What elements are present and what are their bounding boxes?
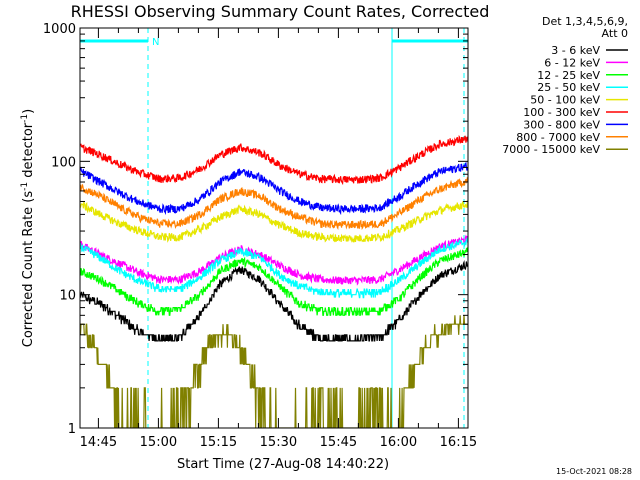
chart-title: RHESSI Observing Summary Count Rates, Co… — [71, 2, 490, 21]
y-axis-ticks: 1 10 100 1000 — [43, 22, 468, 437]
y-axis-label-mid: detector — [21, 122, 36, 182]
night-label: N — [152, 37, 159, 48]
y-tick-label: 1000 — [43, 22, 76, 37]
legend-entry-label: 6 - 12 keV — [544, 56, 600, 69]
legend-header-line-2: Att 0 — [602, 27, 628, 40]
y-axis-label-sup1: -1 — [20, 182, 30, 191]
y-axis-label-suffix: ) — [21, 109, 36, 114]
series-line-2 — [80, 247, 468, 316]
legend-header-line-1: Det 1,3,4,5,6,9, — [542, 15, 628, 28]
legend-entry-label: 300 - 800 keV — [523, 118, 600, 131]
plot-frame — [79, 27, 469, 429]
legend-entry-label: 800 - 7000 keV — [516, 131, 600, 144]
legend-entry-label: 7000 - 15000 keV — [502, 143, 600, 156]
series-line-6 — [80, 161, 468, 216]
legend-entry-label: 25 - 50 keV — [537, 81, 600, 94]
y-axis-label: Corrected Count Rate (s-1 detector-1) — [20, 109, 36, 347]
night-annotations: N — [80, 28, 468, 428]
x-tick-label: 15:45 — [320, 435, 357, 450]
series-line-0 — [80, 260, 468, 342]
legend-entry-label: 100 - 300 keV — [523, 106, 600, 119]
series-line-1 — [80, 234, 468, 286]
x-axis-ticks: 14:45 15:00 15:15 15:30 15:45 16:00 16:15 — [80, 28, 477, 450]
legend-entry-label: 3 - 6 keV — [551, 44, 600, 57]
x-tick-label: 16:00 — [380, 435, 417, 450]
x-tick-label: 14:45 — [80, 435, 117, 450]
y-axis-label-sup2: -1 — [20, 114, 30, 123]
series-line-7 — [80, 177, 468, 231]
series-line-4 — [80, 200, 468, 243]
series-lines — [80, 134, 468, 428]
y-axis-label-prefix: Corrected Count Rate (s — [21, 191, 36, 348]
x-axis-label: Start Time (27-Aug-08 14:40:22) — [177, 457, 389, 472]
y-tick-label: 10 — [59, 289, 76, 304]
x-tick-label: 16:15 — [440, 435, 477, 450]
x-tick-label: 15:15 — [200, 435, 237, 450]
footer-timestamp: 15-Oct-2021 08:28 — [556, 467, 632, 476]
x-tick-label: 15:30 — [260, 435, 297, 450]
y-tick-label: 100 — [51, 155, 76, 170]
legend-entry-label: 50 - 100 keV — [530, 94, 600, 107]
y-tick-label: 1 — [68, 422, 76, 437]
x-tick-label: 15:00 — [140, 435, 177, 450]
series-line-5 — [80, 134, 468, 186]
series-line-3 — [80, 236, 468, 299]
legend-entry-label: 12 - 25 keV — [537, 69, 600, 82]
series-line-8 — [80, 315, 468, 428]
